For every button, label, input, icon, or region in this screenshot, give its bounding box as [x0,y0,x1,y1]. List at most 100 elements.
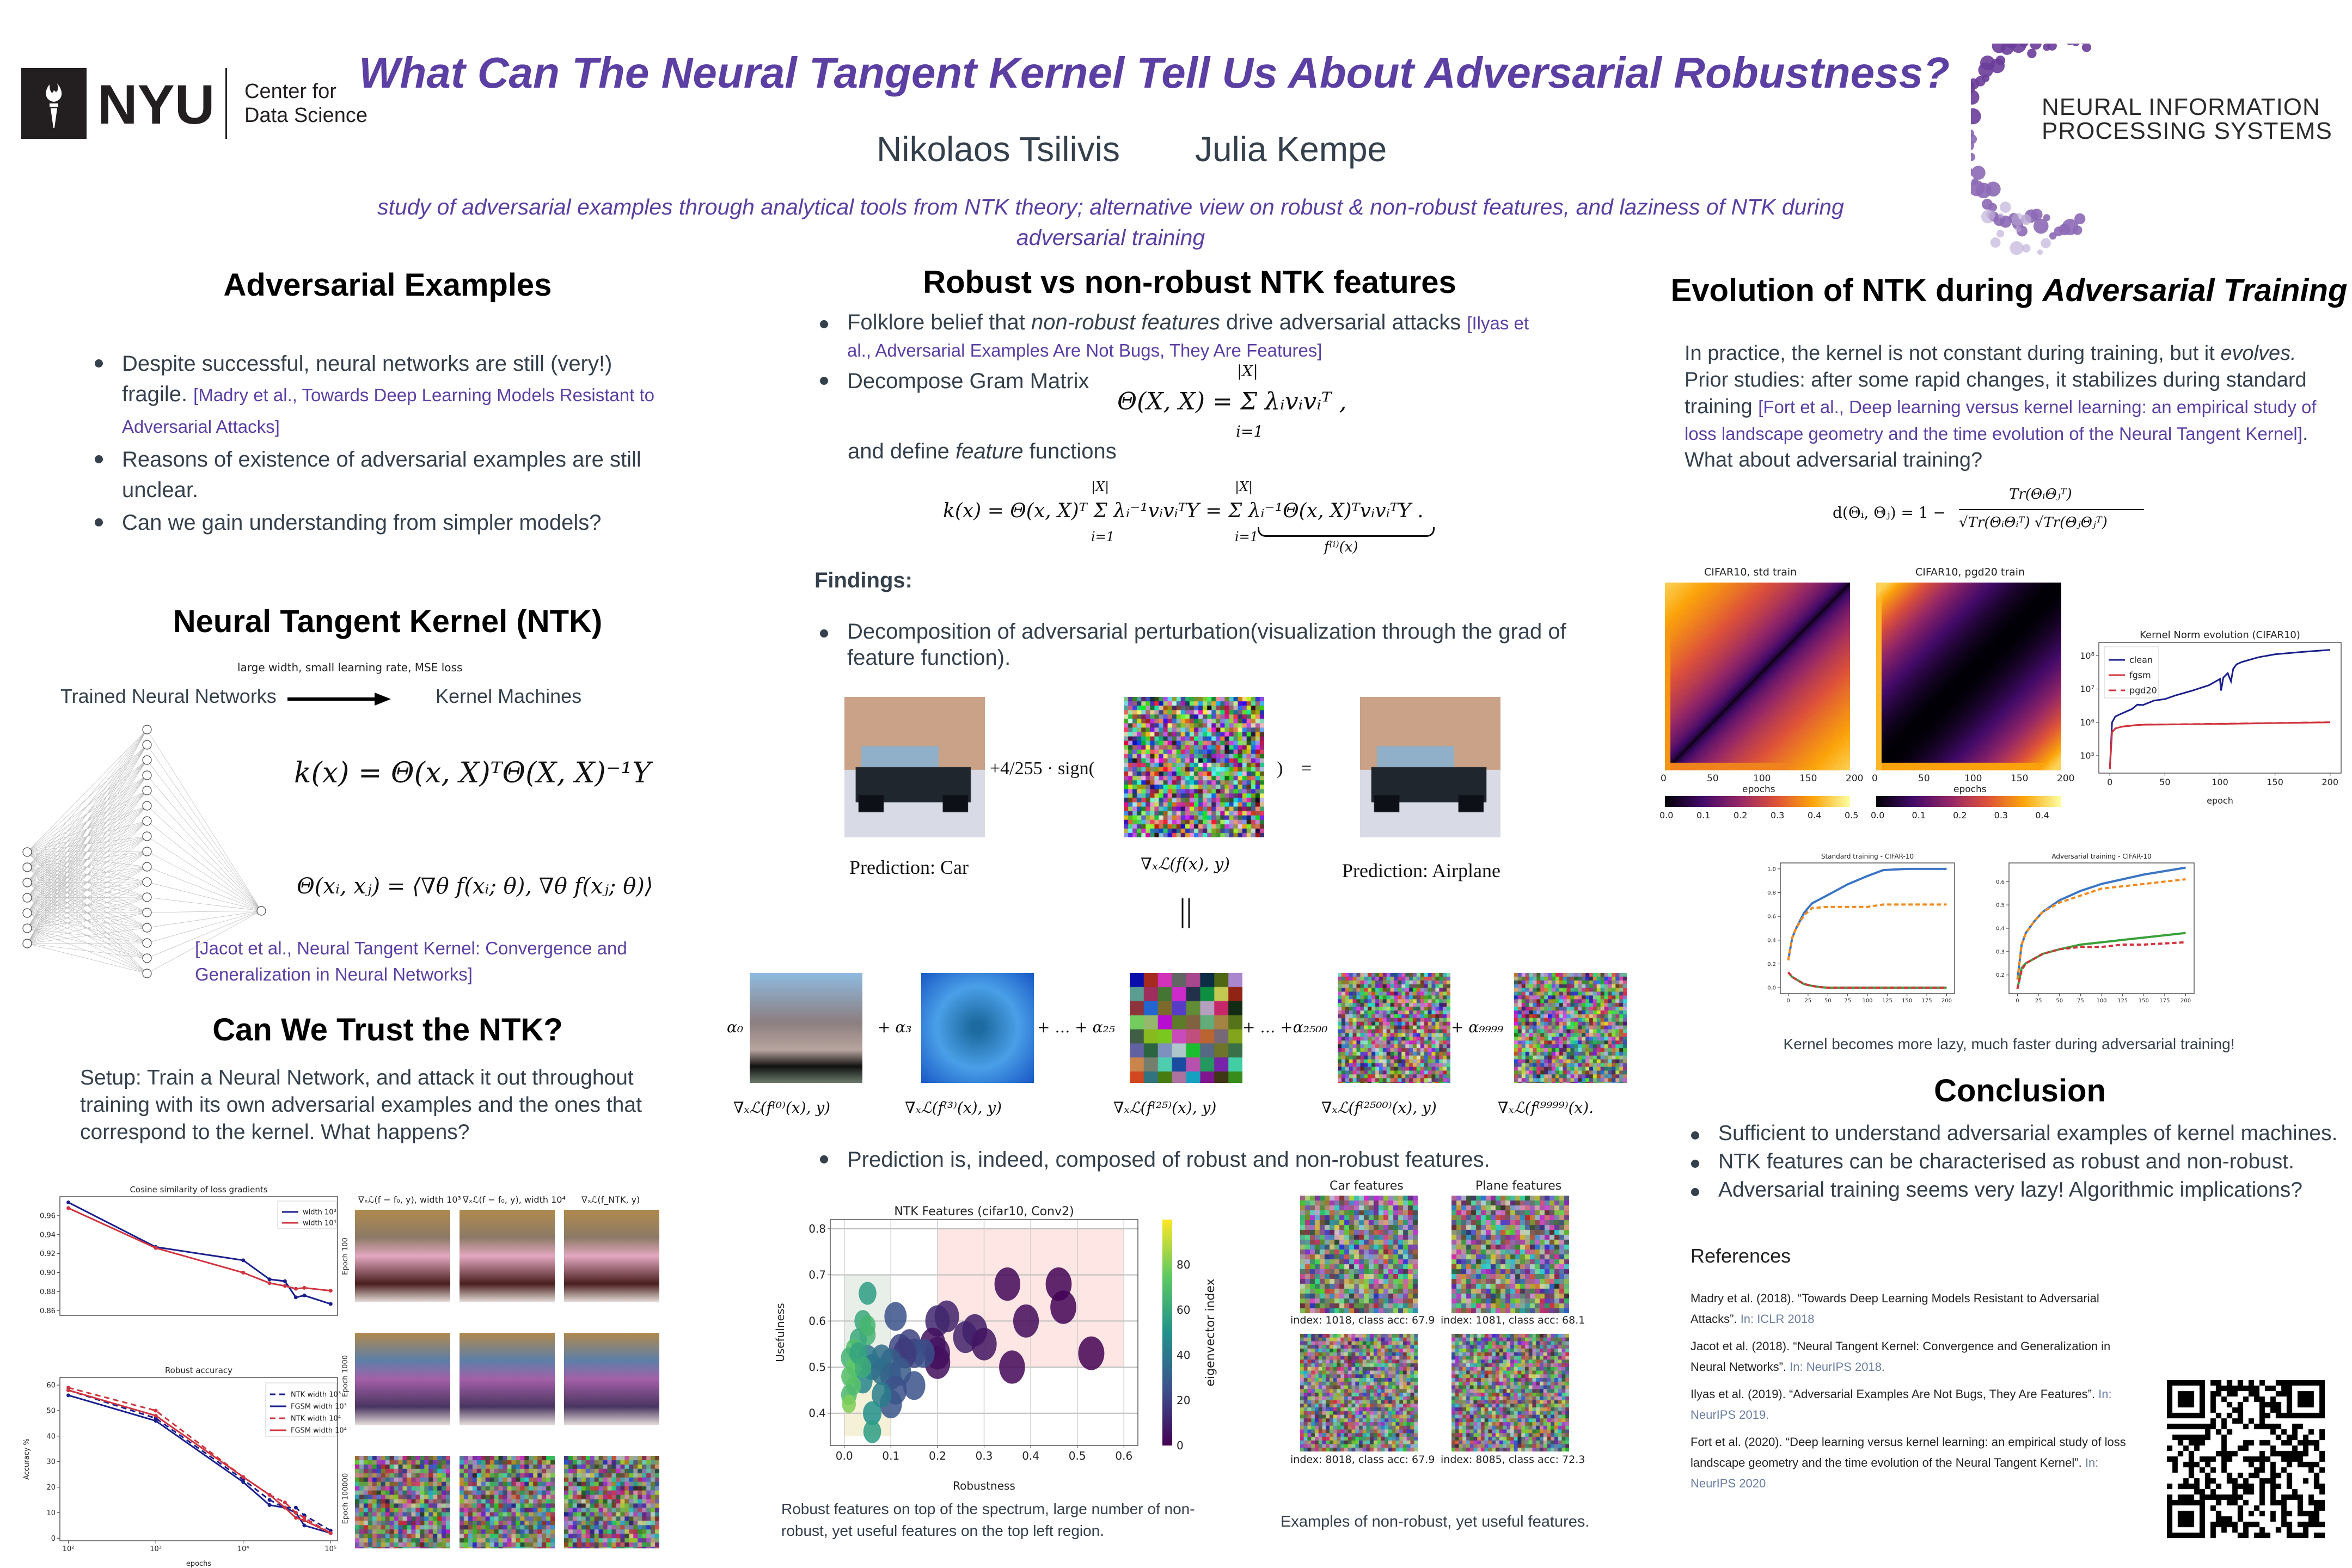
legend-label: pgd20 [2129,685,2157,696]
scatter-point [1013,1304,1039,1338]
network-node [22,862,32,872]
legend-label: fgsm [2129,670,2151,681]
x-tick-label: 175 [2159,998,2170,1004]
x-tick-label: 150 [2267,777,2283,787]
colorbar-label: eigenvector index [1204,1278,1217,1386]
decomposition-coefficient: + … + α₂₅ [1037,1018,1115,1036]
logo-dot [1981,210,1995,224]
network-edge [27,943,148,974]
cosine-similarity-chart: Cosine similarity of loss gradients 0.86 0… [40,1185,338,1316]
scatter-point [999,1350,1025,1384]
colorbar-tick-label: 40 [1177,1349,1190,1362]
network-node [142,908,152,917]
data-point [154,1419,158,1423]
x-axis-label: epochs [186,1560,212,1568]
nyu-logo: NYU Center for Data Science [21,68,370,139]
scatter-point [859,1282,877,1305]
reference-venue[interactable]: In: NeurIPS 2020 [1690,1456,2099,1490]
data-point [241,1475,246,1479]
logo-dot [1971,166,1986,180]
x-axis-label: epoch [2207,795,2233,806]
logo-dot [2010,241,2024,255]
legend-label: clean [2129,655,2153,665]
scatter-point [854,1356,872,1378]
y-tick-label: 50 [46,1407,56,1415]
conclusion-item: Adversarial training seems very lazy! Al… [1688,1177,2341,1203]
x-tick-label: 25 [2035,998,2042,1004]
y-tick-label: 40 [46,1432,56,1441]
legend-box [277,1200,337,1229]
y-tick-label: 0.86 [40,1307,56,1315]
grad-row-label: Epoch 100000 [341,1473,350,1524]
fraction-bar [1959,509,2144,510]
network-edge [27,912,148,944]
ntk-from-label: Trained Neural Networks [60,685,277,707]
y-tick-label: 0.5 [808,1361,826,1374]
data-point [283,1505,287,1510]
data-point [302,1523,307,1528]
x-tick-label: 0.3 [976,1449,993,1462]
y-tick-label: 10⁵ [2080,751,2094,761]
kernel-feature-formula: k(x) = Θ(x, X)ᵀ Σ λᵢ⁻¹vᵢvᵢᵀY = Σ λᵢ⁻¹Θ(x… [943,500,1424,522]
feature-gradient-image [1338,973,1450,1083]
data-point [66,1393,71,1398]
logo-dot [1996,230,2005,238]
citation-link[interactable]: [Madry et al., Towards Deep Learning Mod… [122,385,654,437]
logo-dot [2000,201,2011,213]
logo-dot [2030,44,2042,50]
network-edge [146,910,262,913]
network-edge [27,729,148,914]
logo-dot [2022,244,2031,253]
data-point [267,1493,272,1497]
evolution-paragraph: In practice, the kernel is not constant … [1685,340,2343,474]
feature-col-title: Plane features [1475,1179,1562,1193]
network-edge [27,744,148,944]
sum-bottom: i=1 [1236,422,1264,440]
gram-formula: Θ(X, X) = Σ λᵢvᵢvᵢᵀ , [1117,388,1347,415]
gradient-image [564,1456,659,1548]
x-tick-label: 150 [2011,773,2029,784]
title-em: Adversarial Training [2042,273,2348,308]
adversarial-car-image [1360,697,1500,837]
feature-image [1300,1196,1418,1313]
citation-link[interactable]: [Ilyas et al., Adversarial Examples Are … [847,313,1529,360]
findings-label: Findings: [814,568,912,592]
legend-label: NTK width 10³ [291,1391,341,1399]
network-node [142,816,152,826]
logo-dot [2037,249,2043,255]
chart-title: Adversarial training - CIFAR-10 [2051,853,2151,860]
plot-frame [830,1219,1138,1446]
reference-venue[interactable]: In: NeurIPS 2019. [1690,1387,2112,1422]
section-robust-features: Robust vs non-robust NTK features [923,265,1456,300]
ntk-citation[interactable]: [Jacot et al., Neural Tangent Kernel: Co… [195,938,627,984]
define-pre: and define [848,439,955,463]
network-node [256,906,266,916]
grad-row-label: Epoch 1000 [341,1355,350,1398]
chart-title: Cosine similarity of loss gradients [130,1185,267,1195]
network-edge [27,729,148,868]
x-tick-label: 200 [2322,777,2338,787]
network-node [142,786,152,795]
colorbar-tick-label: 0.3 [1994,810,2008,820]
finding-bullet: Prediction is, indeed, composed of robus… [817,1144,1568,1175]
x-tick-label: 100 [1753,773,1771,784]
gradient-image [355,1333,450,1425]
citation-link[interactable]: [Fort et al., Deep learning versus kerne… [1685,397,2317,444]
y-tick-label: 0.92 [40,1250,56,1258]
reference-venue[interactable]: In: NeurIPS 2018. [1790,1360,1885,1374]
logo-dot [2027,48,2037,58]
y-tick-label: 0.5 [1996,903,2005,909]
reference-venue[interactable]: In: ICLR 2018 [1740,1312,1815,1326]
x-tick-label: 0.2 [929,1449,946,1462]
y-tick-label: 10⁸ [2080,651,2094,661]
bullet-text: Decomposition of adversarial perturbatio… [847,620,1566,670]
network-node [22,893,32,903]
decomposition-coefficient: α₀ [727,1018,744,1036]
network-edge [146,775,262,911]
parallel-equals: || [1179,892,1193,928]
qr-code[interactable] [2167,1380,2325,1541]
feature-function-label: f⁽ⁱ⁾(x) [1324,539,1358,555]
network-node [22,923,32,933]
ntk-formula-kernel: k(x) = Θ(x, X)ᵀΘ(X, X)⁻¹Y [294,757,651,789]
network-edge [146,866,262,911]
